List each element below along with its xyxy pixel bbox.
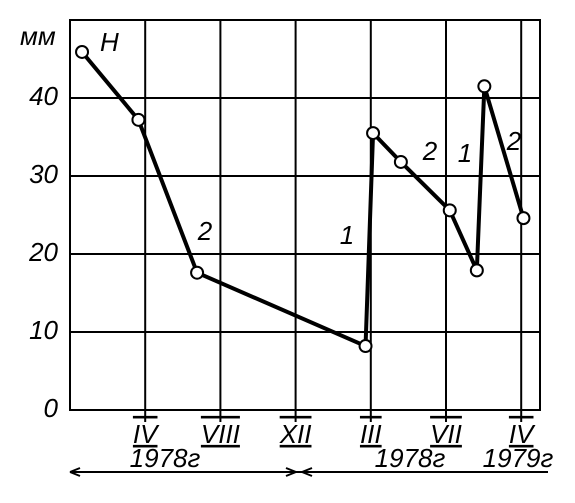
series-label: H (100, 27, 119, 57)
data-point (516, 211, 531, 226)
y-axis-label: мм (20, 21, 56, 51)
x-tick-label: XII (279, 419, 312, 449)
data-point (477, 79, 492, 94)
plot-frame (69, 19, 541, 411)
data-point (469, 263, 484, 278)
data-point (366, 126, 381, 141)
data-point (442, 203, 457, 218)
annotation: 1 (340, 220, 354, 250)
annotation: 1 (458, 138, 472, 168)
x-tick-label: III (360, 419, 382, 449)
y-tick-label: 40 (29, 81, 58, 111)
period-arrows (69, 467, 313, 477)
data-point (393, 154, 408, 169)
x-tick-label: VIII (201, 419, 240, 449)
y-tick-label: 20 (28, 237, 58, 267)
y-tick-label: 0 (44, 393, 59, 423)
data-point (131, 112, 146, 127)
data-point (358, 339, 373, 354)
period-label: 1979г (483, 443, 554, 473)
data-point (75, 44, 90, 59)
x-tick-label: VII (430, 419, 462, 449)
x-tick-label: IV (133, 419, 160, 449)
data-point (190, 265, 205, 280)
annotation: 2 (422, 136, 438, 166)
annotation: 2 (506, 126, 522, 156)
y-tick-label: 10 (29, 315, 58, 345)
annotation: 2 (197, 216, 213, 246)
y-tick-label: 30 (29, 159, 58, 189)
period-label: 1978г (375, 443, 446, 473)
series-line (80, 50, 526, 349)
period-label: 1978г (130, 443, 201, 473)
x-tick-label: IV (509, 419, 536, 449)
